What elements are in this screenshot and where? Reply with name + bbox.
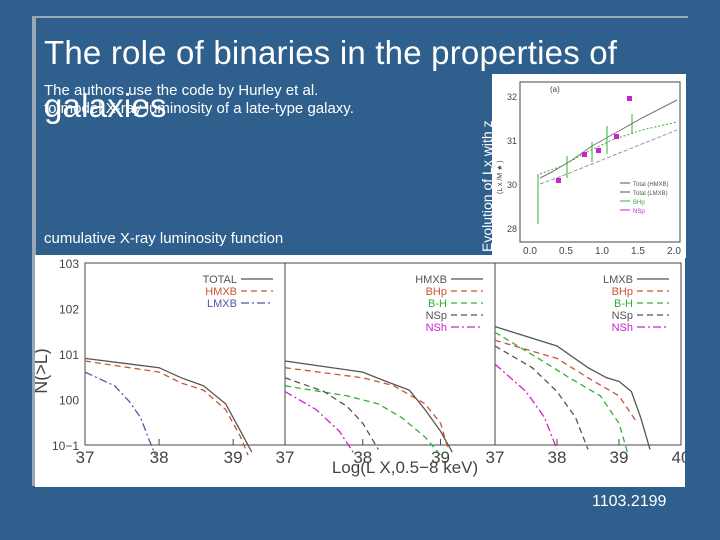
inset-legend-entry: Total (HMXB): [633, 182, 669, 188]
inset-legend-entry: NSp: [633, 209, 645, 215]
inset-ticks: 0.0 0.5 1.0 1.5 2.0 28 30 31 32: [507, 92, 681, 257]
inset-point: [596, 148, 601, 153]
x-tick-label: 39: [224, 448, 243, 467]
x-tick-label: 37: [76, 448, 95, 467]
y-tick-label: 100: [59, 394, 79, 408]
series-line-nsh: [494, 363, 558, 450]
intro-line-1: The authors use the code by Hurley et al…: [44, 82, 319, 99]
inset-x-tick: 2.0: [667, 246, 681, 257]
x-tick-label: 40: [672, 448, 685, 467]
inset-x-tick: 1.0: [595, 246, 609, 257]
inset-legend: Total (HMXB) Total (LMXB) BHp NSp: [620, 182, 669, 215]
inset-point: [614, 134, 619, 139]
inset-lmxb-curve: [539, 129, 678, 185]
y-tick-label: 10−1: [52, 439, 79, 453]
series-line-lmxb: [84, 371, 157, 456]
series-line-bhp: [284, 367, 449, 450]
y-tick-label: 101: [59, 348, 79, 362]
panel-frame: [494, 262, 682, 446]
series-line-bhp: [494, 339, 639, 424]
x-tick-label: 39: [610, 448, 629, 467]
inset-x-tick: 0.0: [523, 246, 537, 257]
xlf-chart: N(>L) Log(L X,0.5−8 keV) 37 38 39 10−1 100 10…: [31, 257, 690, 477]
x-tick-label: 37: [276, 448, 295, 467]
inset-nsp-points: [556, 96, 632, 183]
intro-text: The authors use the code by Hurley et al…: [44, 82, 444, 118]
inset-point: [627, 96, 632, 101]
panel-frame: [84, 262, 286, 446]
x-tick-label: 38: [353, 448, 372, 467]
xlf-xlabel: Log(L X,0.5−8 keV): [332, 458, 478, 477]
series-line-hmxb: [84, 360, 249, 456]
inset-figure: (a) (L x /M ★ ) 0.0 0.5 1.0 1.5 2.0 28 30 31 32 …: [492, 74, 686, 258]
cumulative-label: cumulative X-ray luminosity function: [44, 230, 284, 247]
series-line-total: [84, 357, 253, 453]
legend-entry: NSp: [612, 310, 633, 322]
series-line-nsp: [284, 377, 379, 450]
series-line-lmxb: [494, 325, 651, 450]
inset-legend-entry: Total (LMXB): [633, 191, 668, 197]
inset-y-tick: 28: [507, 224, 517, 234]
xlf-ylabel: N(>L): [35, 348, 51, 394]
legend-entry: NSp: [426, 310, 447, 322]
title-frame-top: [32, 16, 688, 18]
inset-legend-entry: BHp: [633, 200, 645, 206]
y-tick-label: 102: [59, 303, 79, 317]
panel-frame: [284, 262, 496, 446]
series-line-b-h: [284, 385, 442, 456]
legend-entry: LMXB: [207, 298, 237, 310]
legend-entry: BHp: [426, 286, 447, 298]
inset-y-tick: 31: [507, 136, 517, 146]
x-tick-label: 37: [486, 448, 505, 467]
inset-y-tick: 32: [507, 92, 517, 102]
inset-plot-frame: [519, 81, 681, 243]
legend-entry: NSh: [612, 322, 633, 334]
legend-entry: HMXB: [415, 274, 447, 286]
inset-panel-tag: (a): [550, 85, 560, 94]
slide-title: The role of binaries in the properties o…: [44, 34, 618, 125]
legend-entry: NSh: [426, 322, 447, 334]
legend-entry: B-H: [614, 298, 633, 310]
arxiv-reference: 1103.2199: [592, 493, 667, 510]
y-tick-label: 103: [59, 257, 79, 271]
inset-y-tick: 30: [507, 180, 517, 190]
xlf-figure: N(>L) Log(L X,0.5−8 keV) 37 38 39 10−1 100 10…: [31, 255, 690, 487]
legend-entry: HMXB: [205, 286, 237, 298]
inset-bhp-curve: [539, 121, 678, 175]
series-line-nsp: [494, 345, 589, 450]
inset-ylabel: (L x /M ★ ): [496, 160, 504, 194]
title-frame-left: [32, 16, 36, 486]
x-tick-label: 39: [431, 448, 450, 467]
inset-point: [582, 152, 587, 157]
legend-entry: B-H: [428, 298, 447, 310]
inset-point: [556, 178, 561, 183]
inset-error-bars: [537, 114, 633, 224]
x-tick-label: 38: [150, 448, 169, 467]
intro-line-2: to model X-ray luminosity of a late-type…: [44, 100, 354, 117]
inset-chart: (a) (L x /M ★ ) 0.0 0.5 1.0 1.5 2.028303132 …: [496, 81, 681, 257]
legend-entry: LMXB: [603, 274, 633, 286]
inset-x-tick: 0.5: [559, 246, 573, 257]
legend-entry: TOTAL: [203, 274, 237, 286]
inset-x-tick: 1.5: [631, 246, 645, 257]
series-line-hmxb: [284, 360, 453, 453]
legend-entry: BHp: [612, 286, 633, 298]
x-tick-label: 38: [548, 448, 567, 467]
series-line-nsh: [284, 390, 356, 456]
series-line-b-h: [494, 331, 629, 456]
